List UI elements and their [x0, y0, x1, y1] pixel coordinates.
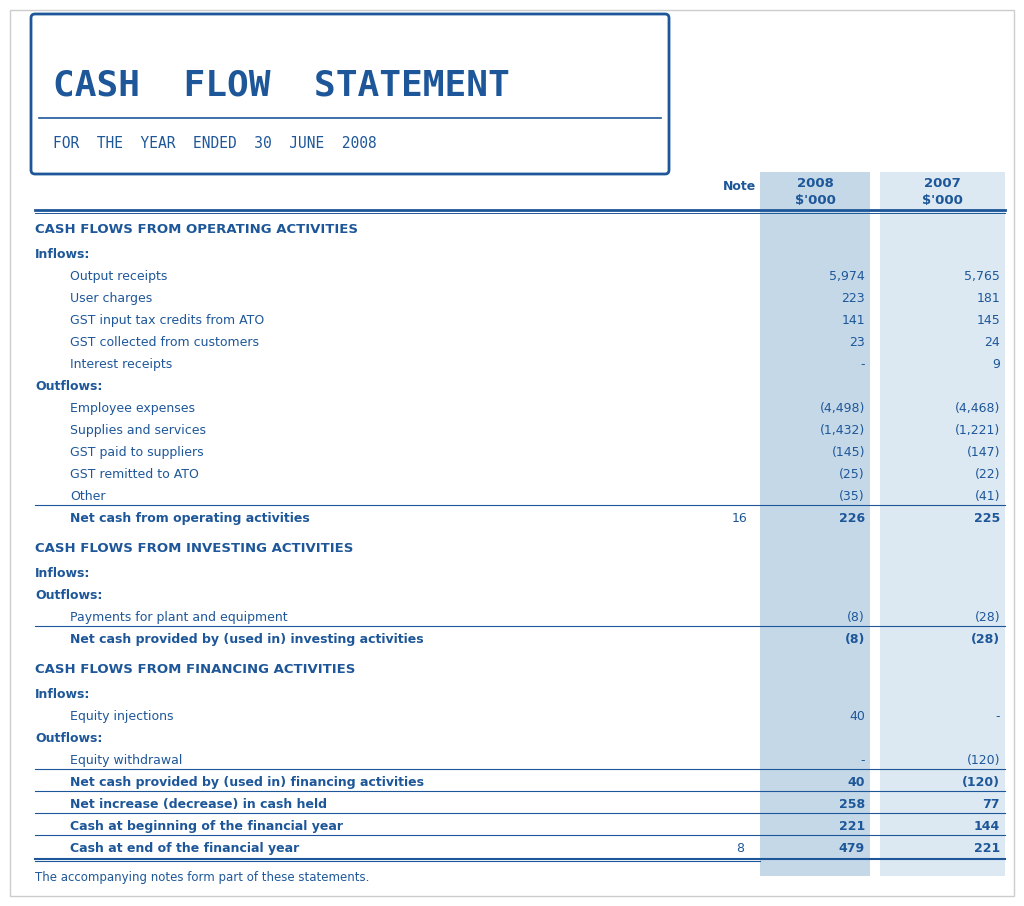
Text: 226: 226: [839, 512, 865, 525]
Text: Payments for plant and equipment: Payments for plant and equipment: [70, 612, 288, 624]
Text: (8): (8): [845, 633, 865, 646]
Text: $'000: $'000: [795, 194, 836, 207]
Text: (35): (35): [840, 490, 865, 503]
Bar: [880, 172, 1005, 876]
Text: Note: Note: [723, 180, 757, 193]
Text: 181: 181: [976, 292, 1000, 305]
Text: Employee expenses: Employee expenses: [70, 402, 195, 415]
Bar: [760, 172, 870, 876]
Text: 221: 221: [974, 843, 1000, 855]
Text: Inflows:: Inflows:: [35, 689, 90, 701]
Text: 40: 40: [848, 776, 865, 789]
FancyBboxPatch shape: [31, 14, 669, 174]
Text: -: -: [860, 358, 865, 371]
Text: CASH FLOWS FROM OPERATING ACTIVITIES: CASH FLOWS FROM OPERATING ACTIVITIES: [35, 223, 358, 236]
Text: 77: 77: [982, 798, 1000, 811]
Text: 145: 145: [976, 314, 1000, 327]
Text: 2008: 2008: [797, 177, 834, 190]
Text: 258: 258: [839, 798, 865, 811]
Text: 221: 221: [839, 820, 865, 834]
Text: CASH FLOWS FROM INVESTING ACTIVITIES: CASH FLOWS FROM INVESTING ACTIVITIES: [35, 542, 353, 555]
Text: Cash at end of the financial year: Cash at end of the financial year: [70, 843, 299, 855]
Text: 225: 225: [974, 512, 1000, 525]
Text: (147): (147): [967, 446, 1000, 459]
Text: 2007: 2007: [924, 177, 961, 190]
Text: (28): (28): [971, 633, 1000, 646]
Text: Other: Other: [70, 490, 105, 503]
Text: Outflows:: Outflows:: [35, 732, 102, 745]
Text: $'000: $'000: [922, 194, 963, 207]
Text: Output receipts: Output receipts: [70, 270, 167, 284]
Text: Inflows:: Inflows:: [35, 567, 90, 580]
Text: 141: 141: [842, 314, 865, 327]
Text: 24: 24: [984, 336, 1000, 349]
Text: GST remitted to ATO: GST remitted to ATO: [70, 468, 199, 481]
Text: 5,974: 5,974: [829, 270, 865, 284]
Text: Equity withdrawal: Equity withdrawal: [70, 754, 182, 767]
Text: Equity injections: Equity injections: [70, 710, 173, 723]
Text: (1,432): (1,432): [820, 424, 865, 437]
Text: GST input tax credits from ATO: GST input tax credits from ATO: [70, 314, 264, 327]
Text: (22): (22): [975, 468, 1000, 481]
Text: (41): (41): [975, 490, 1000, 503]
Text: (120): (120): [967, 754, 1000, 767]
Text: Interest receipts: Interest receipts: [70, 358, 172, 371]
Text: (1,221): (1,221): [954, 424, 1000, 437]
Text: (8): (8): [847, 612, 865, 624]
Text: Net cash provided by (used in) financing activities: Net cash provided by (used in) financing…: [70, 776, 424, 789]
Text: 144: 144: [974, 820, 1000, 834]
Text: The accompanying notes form part of these statements.: The accompanying notes form part of thes…: [35, 871, 370, 884]
Text: (120): (120): [962, 776, 1000, 789]
Text: Net cash from operating activities: Net cash from operating activities: [70, 512, 309, 525]
Text: 16: 16: [732, 512, 748, 525]
Text: CASH  FLOW  STATEMENT: CASH FLOW STATEMENT: [53, 68, 510, 102]
Text: 9: 9: [992, 358, 1000, 371]
Text: -: -: [860, 754, 865, 767]
Text: 23: 23: [849, 336, 865, 349]
Text: (145): (145): [831, 446, 865, 459]
Text: 5,765: 5,765: [965, 270, 1000, 284]
Text: GST paid to suppliers: GST paid to suppliers: [70, 446, 204, 459]
Text: Net increase (decrease) in cash held: Net increase (decrease) in cash held: [70, 798, 327, 811]
Text: 479: 479: [839, 843, 865, 855]
Text: GST collected from customers: GST collected from customers: [70, 336, 259, 349]
Text: 8: 8: [736, 843, 744, 855]
Text: Outflows:: Outflows:: [35, 589, 102, 602]
Text: Inflows:: Inflows:: [35, 248, 90, 261]
Text: CASH FLOWS FROM FINANCING ACTIVITIES: CASH FLOWS FROM FINANCING ACTIVITIES: [35, 663, 355, 676]
Text: Supplies and services: Supplies and services: [70, 424, 206, 437]
Text: Outflows:: Outflows:: [35, 381, 102, 393]
Text: FOR  THE  YEAR  ENDED  30  JUNE  2008: FOR THE YEAR ENDED 30 JUNE 2008: [53, 136, 377, 150]
Text: User charges: User charges: [70, 292, 153, 305]
Text: 40: 40: [849, 710, 865, 723]
Text: -: -: [995, 710, 1000, 723]
Text: (28): (28): [975, 612, 1000, 624]
Text: Net cash provided by (used in) investing activities: Net cash provided by (used in) investing…: [70, 633, 424, 646]
Text: Cash at beginning of the financial year: Cash at beginning of the financial year: [70, 820, 343, 834]
Text: (25): (25): [840, 468, 865, 481]
Text: (4,468): (4,468): [954, 402, 1000, 415]
Text: (4,498): (4,498): [819, 402, 865, 415]
Text: 223: 223: [842, 292, 865, 305]
